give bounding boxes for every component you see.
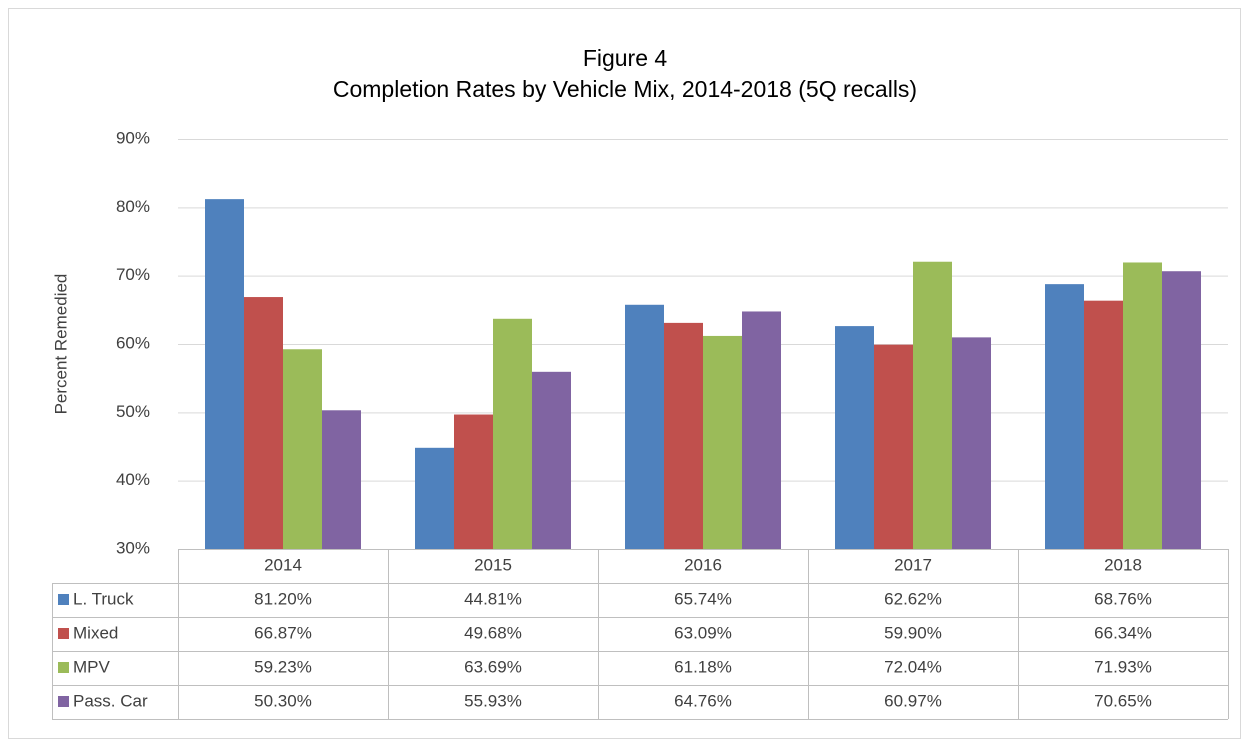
y-tick-label: 50% bbox=[116, 402, 150, 421]
table-cell: 61.18% bbox=[674, 657, 732, 676]
bar bbox=[835, 326, 874, 549]
bar bbox=[493, 318, 532, 549]
table-cell: 68.76% bbox=[1094, 589, 1152, 608]
legend-key bbox=[58, 594, 69, 605]
bar bbox=[1123, 262, 1162, 549]
table-cell: 64.76% bbox=[674, 691, 732, 710]
legend-label: Mixed bbox=[73, 623, 118, 642]
table-cell: 62.62% bbox=[884, 589, 942, 608]
bar bbox=[703, 335, 742, 549]
x-tick-label: 2018 bbox=[1104, 555, 1142, 574]
table-cell: 72.04% bbox=[884, 657, 942, 676]
legend-key bbox=[58, 662, 69, 673]
bar bbox=[532, 371, 571, 549]
bar bbox=[283, 349, 322, 549]
y-tick-label: 40% bbox=[116, 470, 150, 489]
table-cell: 65.74% bbox=[674, 589, 732, 608]
table-cell: 81.20% bbox=[254, 589, 312, 608]
table-cell: 59.90% bbox=[884, 623, 942, 642]
y-tick-label: 60% bbox=[116, 333, 150, 352]
legend-key bbox=[58, 628, 69, 639]
x-tick-label: 2017 bbox=[894, 555, 932, 574]
bar bbox=[1045, 284, 1084, 549]
bar bbox=[1084, 300, 1123, 549]
bar bbox=[913, 261, 952, 549]
bar bbox=[952, 337, 991, 549]
bar bbox=[415, 447, 454, 549]
legend-label: MPV bbox=[73, 657, 111, 676]
chart-title: Figure 4 bbox=[583, 45, 668, 71]
bar bbox=[1162, 271, 1201, 549]
table-cell: 66.34% bbox=[1094, 623, 1152, 642]
table-cell: 71.93% bbox=[1094, 657, 1152, 676]
x-tick-label: 2016 bbox=[684, 555, 722, 574]
chart-subtitle: Completion Rates by Vehicle Mix, 2014-20… bbox=[333, 76, 917, 102]
x-tick-label: 2014 bbox=[264, 555, 302, 574]
table-cell: 63.09% bbox=[674, 623, 732, 642]
y-tick-label: 70% bbox=[116, 265, 150, 284]
table-cell: 63.69% bbox=[464, 657, 522, 676]
bar bbox=[664, 322, 703, 549]
table-cell: 59.23% bbox=[254, 657, 312, 676]
y-axis-label: Percent Remedied bbox=[51, 274, 70, 415]
legend-key bbox=[58, 696, 69, 707]
table-cell: 55.93% bbox=[464, 691, 522, 710]
y-tick-label: 30% bbox=[116, 538, 150, 557]
bar bbox=[322, 410, 361, 549]
table-cell: 70.65% bbox=[1094, 691, 1152, 710]
y-tick-label: 80% bbox=[116, 197, 150, 216]
table-cell: 44.81% bbox=[464, 589, 522, 608]
table-cell: 60.97% bbox=[884, 691, 942, 710]
x-tick-label: 2015 bbox=[474, 555, 512, 574]
bar bbox=[874, 344, 913, 549]
legend-label: Pass. Car bbox=[73, 691, 148, 710]
bar bbox=[742, 311, 781, 549]
table-cell: 50.30% bbox=[254, 691, 312, 710]
bar bbox=[625, 304, 664, 549]
y-tick-label: 90% bbox=[116, 128, 150, 147]
bar bbox=[205, 199, 244, 549]
bar bbox=[244, 297, 283, 549]
table-cell: 66.87% bbox=[254, 623, 312, 642]
table-cell: 49.68% bbox=[464, 623, 522, 642]
legend-label: L. Truck bbox=[73, 589, 134, 608]
bar bbox=[454, 414, 493, 549]
